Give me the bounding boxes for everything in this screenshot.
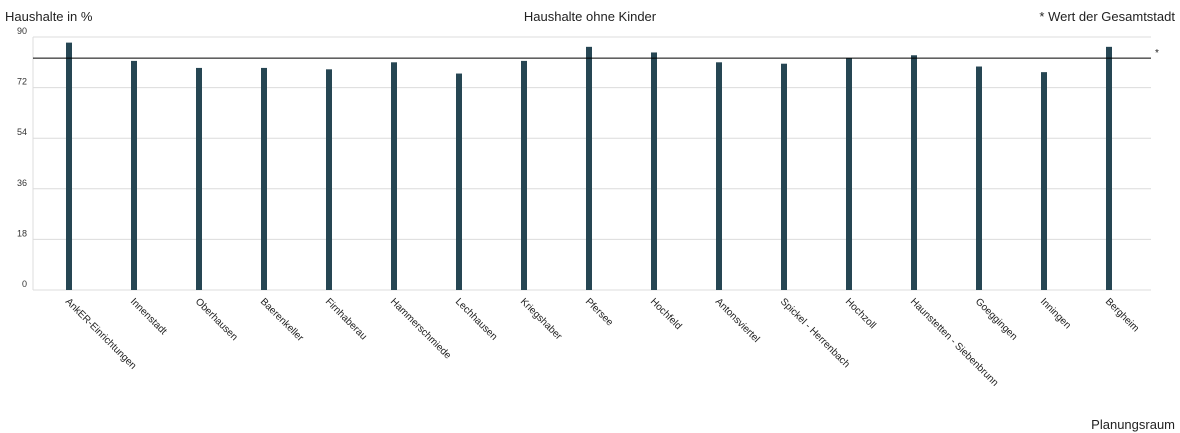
x-tick-label: Inningen: [1038, 296, 1073, 331]
x-tick-label: Hochzoll: [843, 296, 878, 331]
x-tick-label: Goeggingen: [973, 296, 1019, 342]
bar: [651, 52, 657, 290]
x-tick-label: Hammerschmiede: [388, 296, 453, 361]
x-tick-label: Bergheim: [1103, 296, 1141, 334]
x-tick-label: Hochfeld: [648, 296, 684, 332]
bar: [66, 42, 72, 290]
bar: [521, 60, 527, 291]
x-tick-label: Pfersee: [583, 296, 615, 328]
x-tick-label: Innenstadt: [128, 296, 169, 337]
bar: [196, 67, 202, 290]
chart-title: Haushalte ohne Kinder: [523, 9, 657, 24]
y-tick-label: 0: [22, 279, 27, 289]
bar: [846, 58, 852, 291]
x-tick-label: Antonsviertel: [713, 296, 762, 345]
x-tick-label: Oberhausen: [193, 296, 240, 343]
x-tick-label: AnkER-Einrichtungen: [63, 296, 138, 371]
y-tick-label: 72: [17, 77, 27, 87]
y-tick-label: 90: [17, 26, 27, 36]
y-tick-label: 18: [17, 228, 27, 238]
bar: [391, 62, 397, 290]
reference-note: * Wert der Gesamtstadt: [1039, 9, 1175, 24]
bar: [131, 60, 137, 291]
bar: [1106, 46, 1112, 290]
bar: [586, 46, 592, 290]
x-tick-label: Lechhausen: [453, 296, 499, 342]
bar: [911, 55, 917, 291]
x-tick-label: Firnhaberau: [323, 296, 369, 342]
y-axis-title: Haushalte in %: [5, 9, 93, 24]
bar: [1041, 72, 1047, 290]
reference-marker: *: [1155, 48, 1159, 59]
bar: [261, 67, 267, 290]
bar: [781, 63, 787, 291]
bar: [456, 73, 462, 291]
bar: [716, 62, 722, 290]
x-axis-title: Planungsraum: [1091, 417, 1175, 432]
bar: [976, 66, 982, 291]
bar: [326, 69, 332, 290]
x-tick-label: Spickel - Herrenbach: [778, 296, 852, 370]
y-tick-label: 54: [17, 127, 27, 137]
y-tick-label: 36: [17, 178, 27, 188]
x-tick-label: Kriegshaber: [518, 296, 564, 342]
x-tick-label: Baerenkeller: [258, 296, 306, 344]
